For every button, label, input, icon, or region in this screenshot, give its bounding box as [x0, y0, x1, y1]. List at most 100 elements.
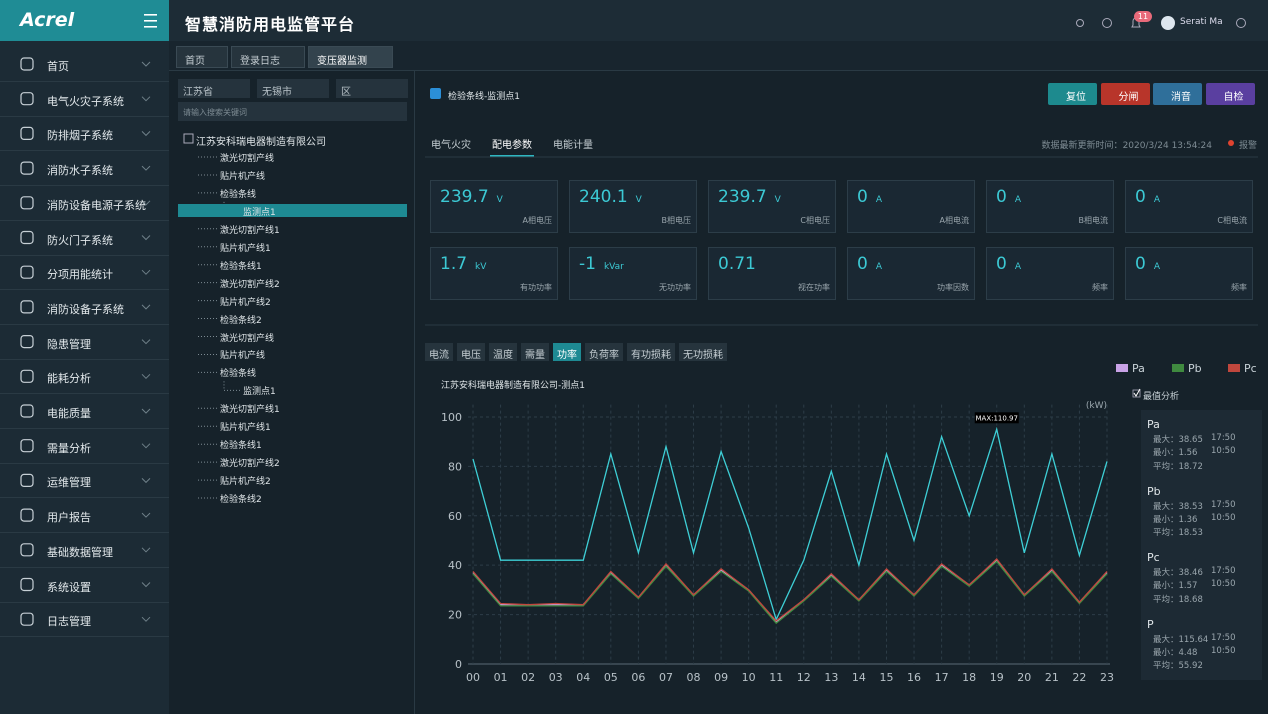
top-bar [169, 0, 1268, 41]
menu-item[interactable] [0, 47, 169, 82]
chart-tab[interactable] [553, 343, 581, 361]
tab[interactable] [176, 46, 228, 68]
chart-tab[interactable] [627, 343, 675, 361]
metric-label: B相电压 [661, 216, 692, 225]
filter-select[interactable] [257, 79, 329, 98]
tree-node[interactable]: 激光切割产线2 [220, 459, 280, 470]
tree-panel [169, 71, 415, 714]
tree-node[interactable]: 监测点1 [243, 207, 276, 218]
tree-node[interactable]: 监测点1 [243, 387, 276, 398]
tab[interactable] [308, 46, 393, 68]
filter-label: 江苏省 [183, 87, 213, 98]
tree-node[interactable]: 检验条线1 [220, 261, 262, 272]
tab[interactable] [231, 46, 305, 68]
menu-item[interactable] [0, 498, 169, 534]
menu-item[interactable] [0, 533, 169, 568]
menu-item[interactable] [0, 394, 169, 429]
legend-label: Pa [1132, 362, 1145, 375]
menu-item[interactable] [0, 255, 169, 291]
chart-tab[interactable] [679, 343, 727, 361]
chart-tab[interactable] [521, 343, 549, 361]
annotation: MAX:110.97 [975, 414, 1017, 422]
metric-unit: A [1014, 195, 1021, 205]
menu-item[interactable] [0, 429, 169, 464]
tree-node[interactable]: 贴片机产线1 [220, 423, 271, 434]
x-tick-label: 06 [631, 671, 645, 684]
x-tick-label: 09 [714, 671, 728, 684]
menu-item[interactable] [0, 568, 169, 603]
tree-node[interactable]: 贴片机产线1 [220, 243, 271, 254]
menu-item[interactable] [0, 290, 169, 325]
stats-label: 最大： [1153, 634, 1179, 645]
tree-node[interactable]: 激光切割产线2 [220, 279, 280, 290]
metric-card [569, 247, 697, 300]
metric-label: 视在功率 [798, 283, 830, 292]
filter-select[interactable] [336, 79, 408, 98]
chart-tab[interactable] [585, 343, 623, 361]
chart-tab[interactable] [489, 343, 517, 361]
tree-node[interactable]: 贴片机产线2 [220, 477, 271, 488]
sidebar [0, 0, 169, 714]
menu-item[interactable] [0, 82, 169, 117]
menu-item[interactable] [0, 602, 169, 638]
tree-node[interactable]: 激光切割产线1 [220, 225, 280, 236]
metric-label-box: 无功功率 [659, 282, 691, 293]
detail-tab[interactable]: 配电参数 [492, 140, 532, 151]
stats-value: 4.48 [1178, 647, 1198, 658]
stats-value: 1.36 [1178, 514, 1198, 525]
detail-tab[interactable]: 电能计量 [553, 140, 593, 151]
metric-card [847, 247, 975, 300]
stats-label: 最大： [1153, 568, 1179, 578]
metric-value: 240.1 [579, 187, 628, 207]
detail-tab[interactable]: 电气火灾 [431, 140, 471, 151]
menu-item[interactable] [0, 151, 169, 187]
action-button[interactable] [1205, 83, 1255, 105]
metric-label-box: C相电流 [1217, 215, 1247, 226]
menu-item[interactable] [0, 186, 169, 221]
menu-item[interactable] [0, 116, 169, 152]
stats-time: 17:50 [1211, 433, 1236, 443]
menu-item[interactable] [0, 463, 169, 499]
tree-node[interactable]: 激光切割产线 [220, 333, 275, 344]
update-label: 数据最新更新时间： [1041, 141, 1123, 151]
tree-node[interactable]: 激光切割产线1 [220, 405, 280, 416]
action-button[interactable] [1048, 83, 1097, 105]
tree-node[interactable]: 检验条线2 [220, 315, 262, 326]
menu-item[interactable] [0, 325, 169, 360]
tree-node[interactable]: 激光切割产线 [220, 154, 275, 164]
chart-tab[interactable] [425, 343, 453, 361]
tab-label: 变压器监测 [317, 56, 367, 67]
tree-node[interactable]: 贴片机产线 [220, 171, 266, 182]
action-button[interactable] [1153, 83, 1202, 105]
menu-item[interactable] [0, 359, 169, 395]
search-box[interactable] [178, 102, 407, 121]
tree-node[interactable]: 检验条线 [220, 369, 257, 380]
tree-node[interactable]: 贴片机产线 [220, 351, 266, 362]
metric-value: 239.7 [440, 187, 489, 207]
stats-value: 18.68 [1178, 594, 1203, 605]
metric-unit: V [774, 195, 781, 205]
menu-item[interactable] [0, 221, 169, 256]
tree-node[interactable]: 检验条线 [220, 189, 257, 200]
action-button[interactable] [1100, 83, 1150, 105]
stats-label: 最大： [1153, 501, 1179, 512]
x-tick-label: 08 [687, 671, 701, 684]
menu-label: 防排烟子系统 [47, 129, 113, 143]
y-tick-label: 40 [448, 559, 462, 572]
stats-row: 平均：18.53 [1153, 526, 1203, 538]
update-time: 2020/3/24 13:54:24 [1122, 141, 1212, 151]
chart-tab[interactable] [457, 343, 485, 361]
device-icon [430, 88, 441, 99]
update-info: 数据最新更新时间：2020/3/24 13:54:24 [1042, 138, 1212, 151]
tree-node[interactable]: 检验条线1 [220, 441, 262, 452]
filter-select[interactable] [178, 79, 250, 98]
metric-value: 0 [1135, 254, 1146, 274]
metric-value: 0 [996, 254, 1007, 274]
tree-node[interactable]: 贴片机产线2 [220, 297, 271, 308]
stats-label: 最小： [1153, 647, 1179, 658]
metric-card [708, 180, 836, 233]
legend-swatch [1172, 364, 1184, 372]
chart-tab-label: 功率 [557, 350, 577, 361]
tree-node[interactable]: 检验条线2 [220, 495, 262, 506]
